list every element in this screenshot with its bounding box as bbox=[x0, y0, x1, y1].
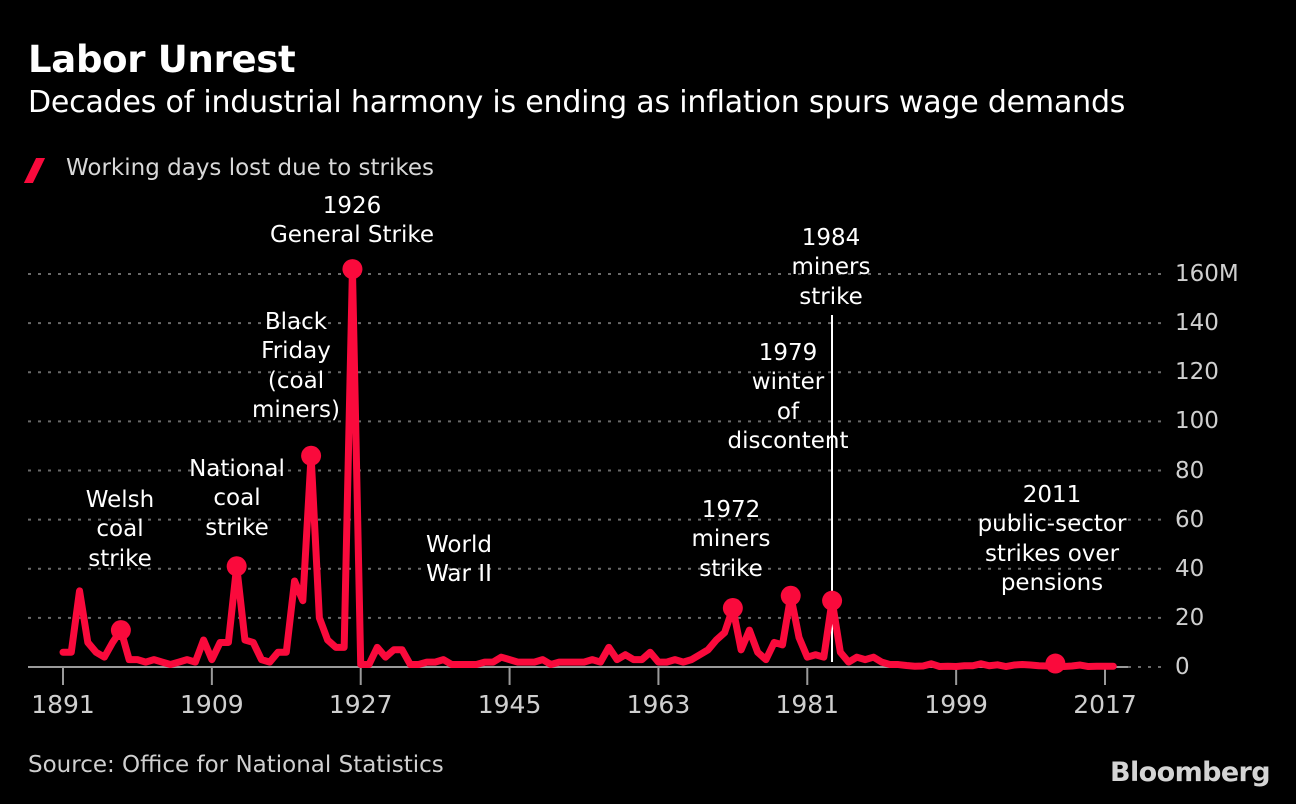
source-note: Source: Office for National Statistics bbox=[28, 752, 444, 778]
x-axis-tick-label: 1981 bbox=[775, 690, 840, 719]
y-axis-tick-label: 160M bbox=[1175, 261, 1239, 287]
x-axis-tick-label: 1999 bbox=[924, 690, 988, 719]
data-point-marker bbox=[722, 598, 743, 619]
data-point-marker bbox=[226, 556, 247, 577]
legend: Working days lost due to strikes bbox=[28, 152, 434, 184]
x-axis-tick-label: 1909 bbox=[180, 690, 244, 719]
x-axis-tick-label: 2017 bbox=[1073, 690, 1137, 719]
y-axis-tick-label: 100 bbox=[1175, 408, 1219, 435]
data-point-marker bbox=[780, 585, 801, 606]
x-axis-tick-label: 1945 bbox=[477, 690, 542, 719]
annotation-1972-miners-strike: 1972 miners strike bbox=[691, 497, 771, 582]
annotation-national-coal-strike: National coal strike bbox=[189, 456, 285, 541]
y-axis-tick-label: 60 bbox=[1175, 506, 1205, 533]
data-point-marker bbox=[342, 259, 363, 280]
annotation-1979-winter-of-discontent: 1979 winter of discontent bbox=[727, 340, 849, 455]
y-axis-tick-label: 140 bbox=[1175, 310, 1219, 337]
x-axis-tick-label: 1963 bbox=[626, 690, 691, 719]
y-axis-tick-label: 80 bbox=[1175, 457, 1205, 484]
bloomberg-logo: Bloomberg bbox=[1110, 757, 1271, 788]
x-axis-tick-label: 1927 bbox=[328, 690, 393, 719]
page-subtitle: Decades of industrial harmony is ending … bbox=[28, 85, 1126, 120]
y-axis-tick-label: 0 bbox=[1175, 654, 1190, 680]
y-axis-tick-label: 40 bbox=[1175, 555, 1205, 582]
legend-item-label: Working days lost due to strikes bbox=[66, 155, 435, 181]
annotation-world-war-2: World War II bbox=[426, 532, 492, 588]
annotation-2011-public-sector-strikes: 2011 public-sector strikes over pensions bbox=[977, 482, 1127, 597]
y-axis-tick-label: 20 bbox=[1175, 604, 1205, 631]
annotation-general-strike: 1926 General Strike bbox=[269, 193, 435, 249]
data-point-marker bbox=[110, 620, 131, 641]
data-point-marker bbox=[1045, 653, 1066, 674]
x-axis-tick-label: 1891 bbox=[31, 690, 95, 719]
annotation-1984-miners-strike: 1984 miners strike bbox=[791, 225, 871, 310]
series-line-working-days-lost bbox=[59, 265, 1117, 671]
annotation-black-friday: Black Friday (coal miners) bbox=[252, 309, 340, 424]
y-axis-tick-label: 120 bbox=[1175, 359, 1219, 386]
data-point-marker bbox=[301, 445, 322, 466]
page-title: Labor Unrest bbox=[28, 38, 296, 81]
data-point-marker bbox=[822, 590, 843, 611]
annotation-welsh-coal-strike: Welsh coal strike bbox=[85, 487, 155, 572]
